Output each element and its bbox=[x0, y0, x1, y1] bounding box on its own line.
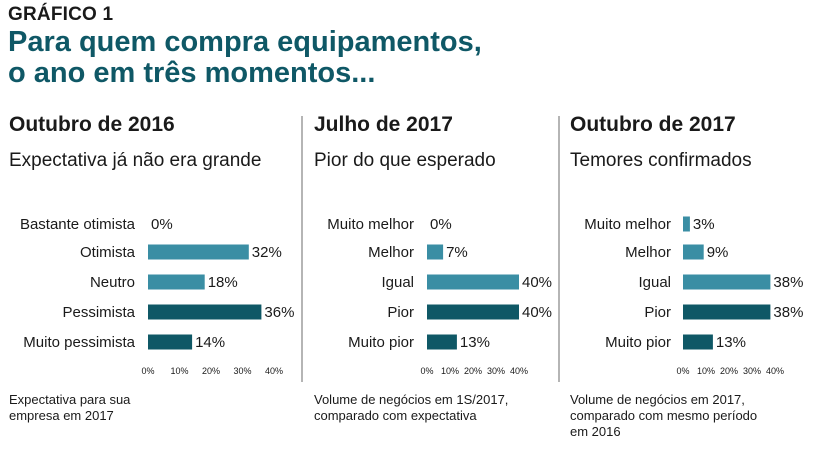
tick-label: 40% bbox=[510, 366, 528, 376]
category-label: Muito pessimista bbox=[23, 334, 135, 351]
headline-line-2: o ano em três momentos... bbox=[8, 57, 376, 89]
bar-chart: Muito melhor 3% Melhor 9% Igual 38% Pior 38% Mui… bbox=[584, 216, 803, 376]
category-label: Pessimista bbox=[62, 304, 135, 321]
category-label: Melhor bbox=[368, 244, 414, 261]
tick-label: 30% bbox=[743, 366, 761, 376]
note-line: em 2016 bbox=[570, 424, 621, 439]
note-line: comparado com mesmo período bbox=[570, 408, 758, 423]
panel-subtitle: Pior do que esperado bbox=[314, 150, 496, 171]
bar bbox=[427, 244, 444, 260]
bar bbox=[427, 274, 519, 290]
bar-chart: Muito melhor 0% Melhor 7% Igual 40% Pior 40% Mui… bbox=[327, 216, 552, 376]
panel-note: Volume de negócios em 2017, comparado co… bbox=[570, 392, 810, 440]
tick-label: 10% bbox=[170, 366, 188, 376]
panel-note: Expectativa para sua empresa em 2017 bbox=[9, 392, 249, 424]
bar bbox=[683, 334, 713, 350]
value-label: 18% bbox=[208, 274, 238, 291]
panel-subtitle: Temores confirmados bbox=[570, 150, 752, 171]
value-label: 0% bbox=[430, 216, 452, 233]
bar bbox=[683, 244, 704, 260]
bar bbox=[683, 304, 771, 320]
category-label: Muito pior bbox=[348, 334, 414, 351]
tick-label: 30% bbox=[233, 366, 251, 376]
value-label: 38% bbox=[773, 304, 803, 321]
note-line: Volume de negócios em 2017, bbox=[570, 392, 745, 407]
category-label: Muito melhor bbox=[327, 216, 414, 233]
category-label: Igual bbox=[638, 274, 671, 291]
tick-label: 10% bbox=[697, 366, 715, 376]
chart-headline: Para quem compra equipamentos, o ano em … bbox=[8, 27, 482, 89]
bar bbox=[683, 216, 690, 232]
panel-title: Julho de 2017 bbox=[314, 113, 453, 136]
tick-label: 20% bbox=[720, 366, 738, 376]
category-label: Igual bbox=[381, 274, 414, 291]
bar bbox=[148, 274, 205, 290]
tick-label: 20% bbox=[464, 366, 482, 376]
tick-label: 20% bbox=[202, 366, 220, 376]
tick-label: 40% bbox=[265, 366, 283, 376]
category-label: Muito pior bbox=[605, 334, 671, 351]
bar bbox=[148, 304, 262, 320]
value-label: 9% bbox=[707, 244, 729, 261]
value-label: 36% bbox=[264, 304, 294, 321]
bar bbox=[427, 304, 519, 320]
note-line: empresa em 2017 bbox=[9, 408, 114, 423]
tick-label: 30% bbox=[487, 366, 505, 376]
category-label: Neutro bbox=[90, 274, 135, 291]
panel-october-2017: Outubro de 2017 Temores confirmados Muit… bbox=[570, 0, 810, 450]
value-label: 13% bbox=[460, 334, 490, 351]
value-label: 32% bbox=[252, 244, 282, 261]
value-label: 0% bbox=[151, 216, 173, 233]
note-line: Volume de negócios em 1S/2017, bbox=[314, 392, 509, 407]
panel-divider-1 bbox=[301, 116, 303, 382]
value-label: 13% bbox=[716, 334, 746, 351]
tick-label: 0% bbox=[141, 366, 154, 376]
tick-label: 0% bbox=[676, 366, 689, 376]
category-label: Muito melhor bbox=[584, 216, 671, 233]
bar bbox=[683, 274, 771, 290]
note-line: comparado com expectativa bbox=[314, 408, 477, 423]
value-label: 40% bbox=[522, 274, 552, 291]
note-line: Expectativa para sua bbox=[9, 392, 131, 407]
value-label: 7% bbox=[446, 244, 468, 261]
value-label: 38% bbox=[773, 274, 803, 291]
tick-label: 40% bbox=[766, 366, 784, 376]
category-label: Bastante otimista bbox=[20, 216, 136, 233]
headline-line-1: Para quem compra equipamentos, bbox=[8, 26, 482, 58]
category-label: Pior bbox=[644, 304, 671, 321]
bar bbox=[148, 244, 249, 260]
value-label: 3% bbox=[693, 216, 715, 233]
panel-title: Outubro de 2017 bbox=[570, 113, 736, 136]
category-label: Pior bbox=[387, 304, 414, 321]
panel-subtitle: Expectativa já não era grande bbox=[9, 150, 262, 171]
tick-label: 0% bbox=[420, 366, 433, 376]
panel-july-2017: Julho de 2017 Pior do que esperado Muito… bbox=[314, 0, 554, 450]
panel-title: Outubro de 2016 bbox=[9, 113, 175, 136]
tick-label: 10% bbox=[441, 366, 459, 376]
panel-october-2016: Outubro de 2016 Expectativa já não era g… bbox=[9, 0, 299, 450]
bar bbox=[427, 334, 457, 350]
category-label: Melhor bbox=[625, 244, 671, 261]
bar-chart: Bastante otimista 0% Otimista 32% Neutro 18% P… bbox=[20, 216, 294, 376]
value-label: 14% bbox=[195, 334, 225, 351]
value-label: 40% bbox=[522, 304, 552, 321]
panel-note: Volume de negócios em 1S/2017, comparado… bbox=[314, 392, 554, 424]
category-label: Otimista bbox=[80, 244, 136, 261]
bar bbox=[148, 334, 193, 350]
chart-kicker: GRÁFICO 1 bbox=[8, 4, 114, 25]
panel-divider-2 bbox=[558, 116, 560, 382]
